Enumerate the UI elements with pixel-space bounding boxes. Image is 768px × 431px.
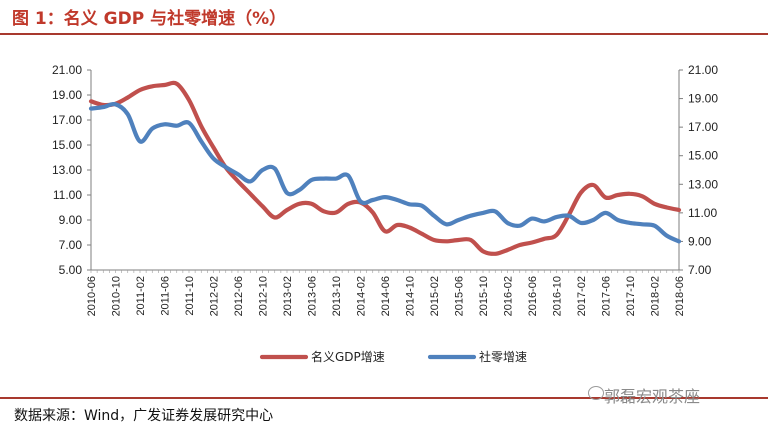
x-tick-label: 2017-06	[601, 276, 613, 316]
legend-label-retail-sales: 社零增速	[479, 349, 527, 364]
left-tick-label: 11.00	[53, 188, 82, 202]
x-tick-label: 2011-10	[184, 276, 196, 316]
series-lines	[88, 80, 682, 256]
left-tick-label: 9.00	[59, 213, 83, 227]
axes	[87, 69, 683, 273]
source-note: 数据来源：Wind，广发证券发展研究中心	[14, 408, 274, 424]
bottom-rule	[0, 397, 768, 399]
x-tick-label: 2016-06	[527, 276, 539, 316]
x-tick-label: 2012-10	[258, 276, 270, 316]
right-axis-labels: 7.00 9.00 11.00 13.00 15.00 17.00 19.00 21.00	[688, 63, 718, 277]
x-tick-label: 2015-06	[454, 276, 466, 316]
x-tick-label: 2018-02	[650, 276, 662, 316]
x-tick-label: 2014-02	[356, 276, 368, 316]
legend: 名义GDP增速 社零增速	[259, 349, 527, 364]
x-tick-label: 2018-06	[674, 276, 686, 316]
left-tick-label: 5.00	[59, 263, 83, 277]
x-tick-label: 2013-06	[307, 276, 319, 316]
x-tick-label: 2010-06	[86, 276, 98, 316]
right-tick-label: 7.00	[688, 263, 712, 277]
legend-label-nominal-gdp: 名义GDP增速	[311, 349, 385, 364]
x-tick-label: 2014-06	[380, 276, 392, 316]
x-tick-label: 2017-02	[576, 276, 588, 316]
left-tick-label: 13.00	[52, 163, 82, 177]
series-line-retail-sales	[88, 101, 682, 244]
left-axis-labels: 5.00 7.00 9.00 11.00 13.00 15.00 17.00 19.00 21.…	[52, 63, 82, 277]
left-tick-label: 7.00	[59, 238, 83, 252]
left-tick-label: 17.00	[52, 113, 82, 127]
right-tick-label: 21.00	[688, 63, 718, 77]
x-tick-label: 2017-10	[625, 276, 637, 316]
x-tick-label: 2013-10	[331, 276, 343, 316]
x-tick-label: 2012-06	[233, 276, 245, 316]
x-tick-label: 2015-02	[429, 276, 441, 316]
wechat-icon	[588, 386, 604, 400]
right-tick-label: 17.00	[688, 120, 718, 134]
x-tick-label: 2011-02	[135, 276, 147, 316]
left-tick-label: 21.00	[52, 63, 82, 77]
chart-title: 图 1：名义 GDP 与社零增速（%）	[12, 9, 287, 29]
left-tick-label: 15.00	[52, 138, 82, 152]
right-tick-label: 15.00	[688, 149, 718, 163]
right-tick-label: 9.00	[688, 234, 712, 248]
x-tick-label: 2010-10	[111, 276, 123, 316]
x-tick-label: 2014-10	[405, 276, 417, 316]
x-axis-labels: 2010-06 2010-10 2011-02 2011-06 2011-10 2012-…	[86, 276, 686, 316]
x-tick-label: 2016-02	[503, 276, 515, 316]
top-rule	[0, 33, 768, 35]
watermark: 郭磊宏观茶座	[604, 387, 701, 406]
right-tick-label: 13.00	[688, 177, 718, 191]
right-tick-label: 11.00	[688, 206, 717, 220]
left-tick-label: 19.00	[52, 88, 82, 102]
x-tick-label: 2012-02	[209, 276, 221, 316]
x-tick-label: 2013-02	[282, 276, 294, 316]
x-tick-label: 2016-10	[552, 276, 564, 316]
x-tick-label: 2015-10	[478, 276, 490, 316]
series-line-nominal-gdp	[88, 80, 682, 256]
right-tick-label: 19.00	[688, 92, 718, 106]
x-tick-label: 2011-06	[160, 276, 172, 316]
